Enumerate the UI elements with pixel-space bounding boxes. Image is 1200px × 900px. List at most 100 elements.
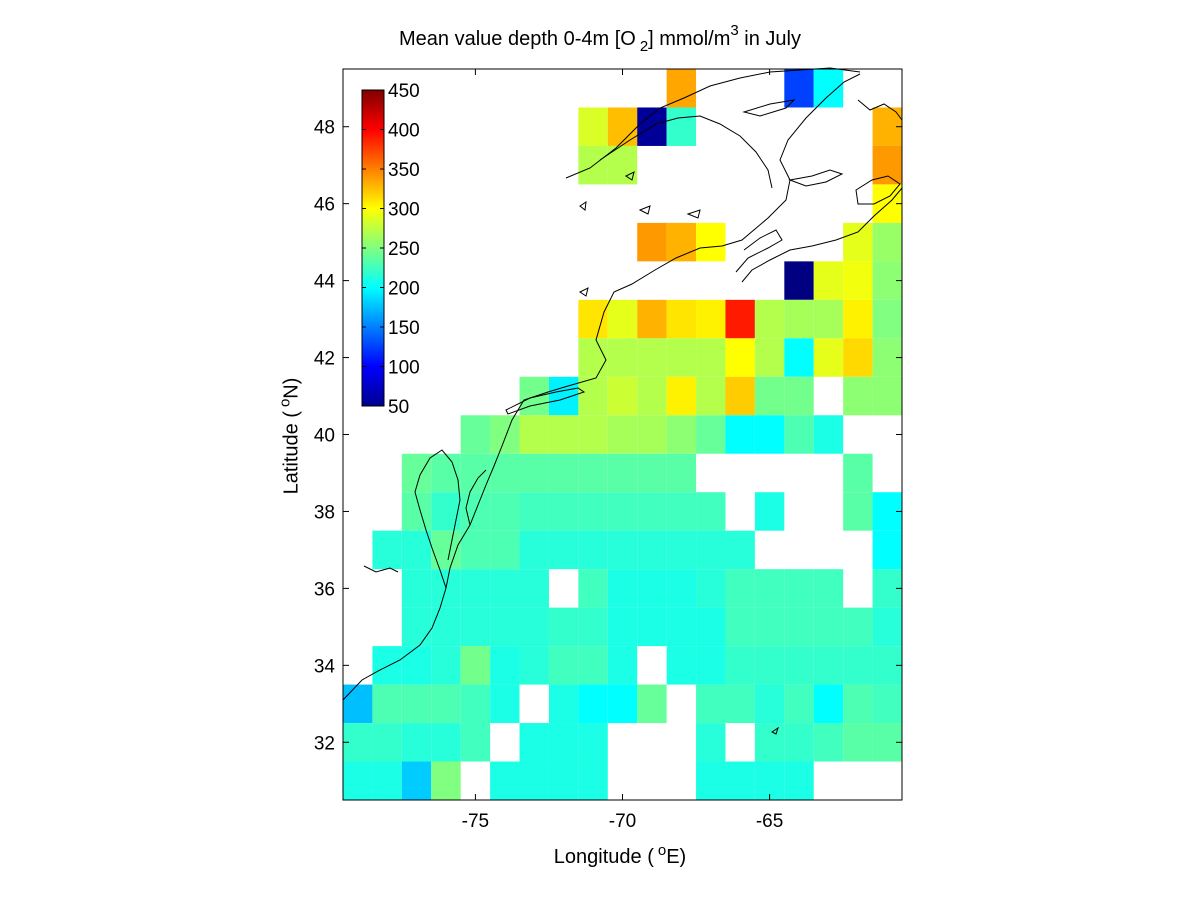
heatmap-cell xyxy=(696,492,726,531)
heatmap-cell xyxy=(637,684,667,724)
y-tick-label: 44 xyxy=(314,272,336,293)
heatmap-cell xyxy=(637,338,667,377)
heatmap-cell xyxy=(725,607,755,647)
heatmap-cell xyxy=(843,723,873,762)
heatmap-cell xyxy=(843,222,873,262)
heatmap-cell xyxy=(872,530,902,570)
heatmap-cell xyxy=(696,569,726,608)
heatmap-cell xyxy=(784,338,814,377)
heatmap-cell xyxy=(578,530,608,570)
heatmap-cell xyxy=(872,145,902,185)
heatmap-cell xyxy=(784,69,814,108)
coastline-us-east xyxy=(342,73,861,701)
heatmap-cell xyxy=(696,415,726,454)
heatmap-cell xyxy=(666,492,697,531)
heatmap-cell xyxy=(490,415,520,454)
heatmap-cell xyxy=(578,415,608,454)
heatmap-cell xyxy=(637,453,667,493)
heatmap-cell xyxy=(519,415,549,454)
heatmap-cell xyxy=(607,376,638,416)
heatmap-cell xyxy=(578,492,608,531)
heatmap-cell xyxy=(637,222,667,262)
y-axis-label: Latitude (oN) xyxy=(277,378,304,495)
heatmap-cell xyxy=(431,453,461,493)
heatmap-cell xyxy=(578,569,608,608)
heatmap-cell xyxy=(372,723,402,762)
heatmap-cell xyxy=(696,607,726,647)
heatmap-cell xyxy=(401,607,432,647)
coastline-long-island xyxy=(505,387,586,415)
heatmap-cell xyxy=(666,376,697,416)
heatmap-cell xyxy=(607,646,638,685)
coastline-anticosti xyxy=(742,99,796,117)
x-tick-label: -65 xyxy=(756,811,783,832)
title-subscript: 2 xyxy=(639,38,649,55)
heatmap-cell xyxy=(754,723,785,762)
heatmap-cell xyxy=(813,646,844,685)
title-prefix: Mean value depth 0-4m [O xyxy=(399,28,636,50)
heatmap-cell xyxy=(725,646,755,685)
heatmap-cell xyxy=(401,684,432,724)
y-tick-label: 32 xyxy=(314,733,335,754)
heatmap-cell xyxy=(607,530,638,570)
heatmap-cell xyxy=(401,569,432,608)
heatmap-cell xyxy=(872,222,902,262)
heatmap-cell xyxy=(696,376,726,416)
heatmap-cell xyxy=(460,646,491,685)
y-tick-label: 36 xyxy=(314,579,335,600)
heatmap-cell xyxy=(548,530,579,570)
heatmap-cell xyxy=(666,107,697,146)
coastline-gaspe xyxy=(599,115,773,189)
colorbar-tick-label: 350 xyxy=(388,160,420,181)
heatmap-cell xyxy=(607,607,638,647)
heatmap-cell xyxy=(490,646,520,685)
x-axis-label-prefix: Longitude ( xyxy=(553,846,654,868)
title-suffix: in July xyxy=(738,28,801,50)
coastline-st-lawrence-north xyxy=(565,67,861,179)
heatmap-cells xyxy=(343,69,902,800)
heatmap-cell xyxy=(725,530,755,570)
heatmap-cell xyxy=(725,684,755,724)
heatmap-cell xyxy=(696,723,726,762)
heatmap-cell xyxy=(666,646,697,685)
heatmap-cell xyxy=(490,453,520,493)
heatmap-cell xyxy=(872,607,902,647)
heatmap-cell xyxy=(578,376,608,416)
heatmap-cell xyxy=(519,530,549,570)
heatmap-cell xyxy=(607,299,638,339)
heatmap-cell xyxy=(460,530,491,570)
coastline-bermuda xyxy=(771,726,779,735)
heatmap-cell xyxy=(813,261,844,300)
heatmap-cell xyxy=(401,530,432,570)
heatmap-cell xyxy=(401,723,432,762)
heatmap-cell xyxy=(578,453,608,493)
colorbar-tick-label: 150 xyxy=(388,318,420,339)
heatmap-cell xyxy=(372,761,402,800)
heatmap-cell xyxy=(872,684,902,724)
heatmap-cell xyxy=(637,376,667,416)
heatmap-cell xyxy=(431,492,461,531)
heatmap-cell xyxy=(843,684,873,724)
heatmap-cell xyxy=(666,569,697,608)
heatmap-cell xyxy=(607,569,638,608)
title-superscript: 3 xyxy=(730,22,739,39)
coastline-chesapeake-bay xyxy=(414,449,461,589)
heatmap-cell xyxy=(754,376,785,416)
heatmap-cell xyxy=(813,684,844,724)
title-middle: ] mmol/m xyxy=(648,28,731,50)
heatmap-cell xyxy=(460,723,491,762)
heatmap-cell xyxy=(490,607,520,647)
heatmap-cell xyxy=(843,338,873,377)
heatmap-cell xyxy=(725,761,755,800)
heatmap-cell xyxy=(460,684,491,724)
chart-title: Mean value depth 0-4m [O 2] mmol/m3 in Ju… xyxy=(0,22,1200,55)
heatmap-cell xyxy=(813,299,844,339)
heatmap-cell xyxy=(490,684,520,724)
heatmap-cell xyxy=(548,376,579,416)
heatmap-cell xyxy=(401,761,432,800)
heatmap-cell xyxy=(843,261,873,300)
heatmap-cell xyxy=(637,569,667,608)
heatmap-cell xyxy=(784,415,814,454)
heatmap-cell xyxy=(460,607,491,647)
heatmap-cell xyxy=(754,338,785,377)
